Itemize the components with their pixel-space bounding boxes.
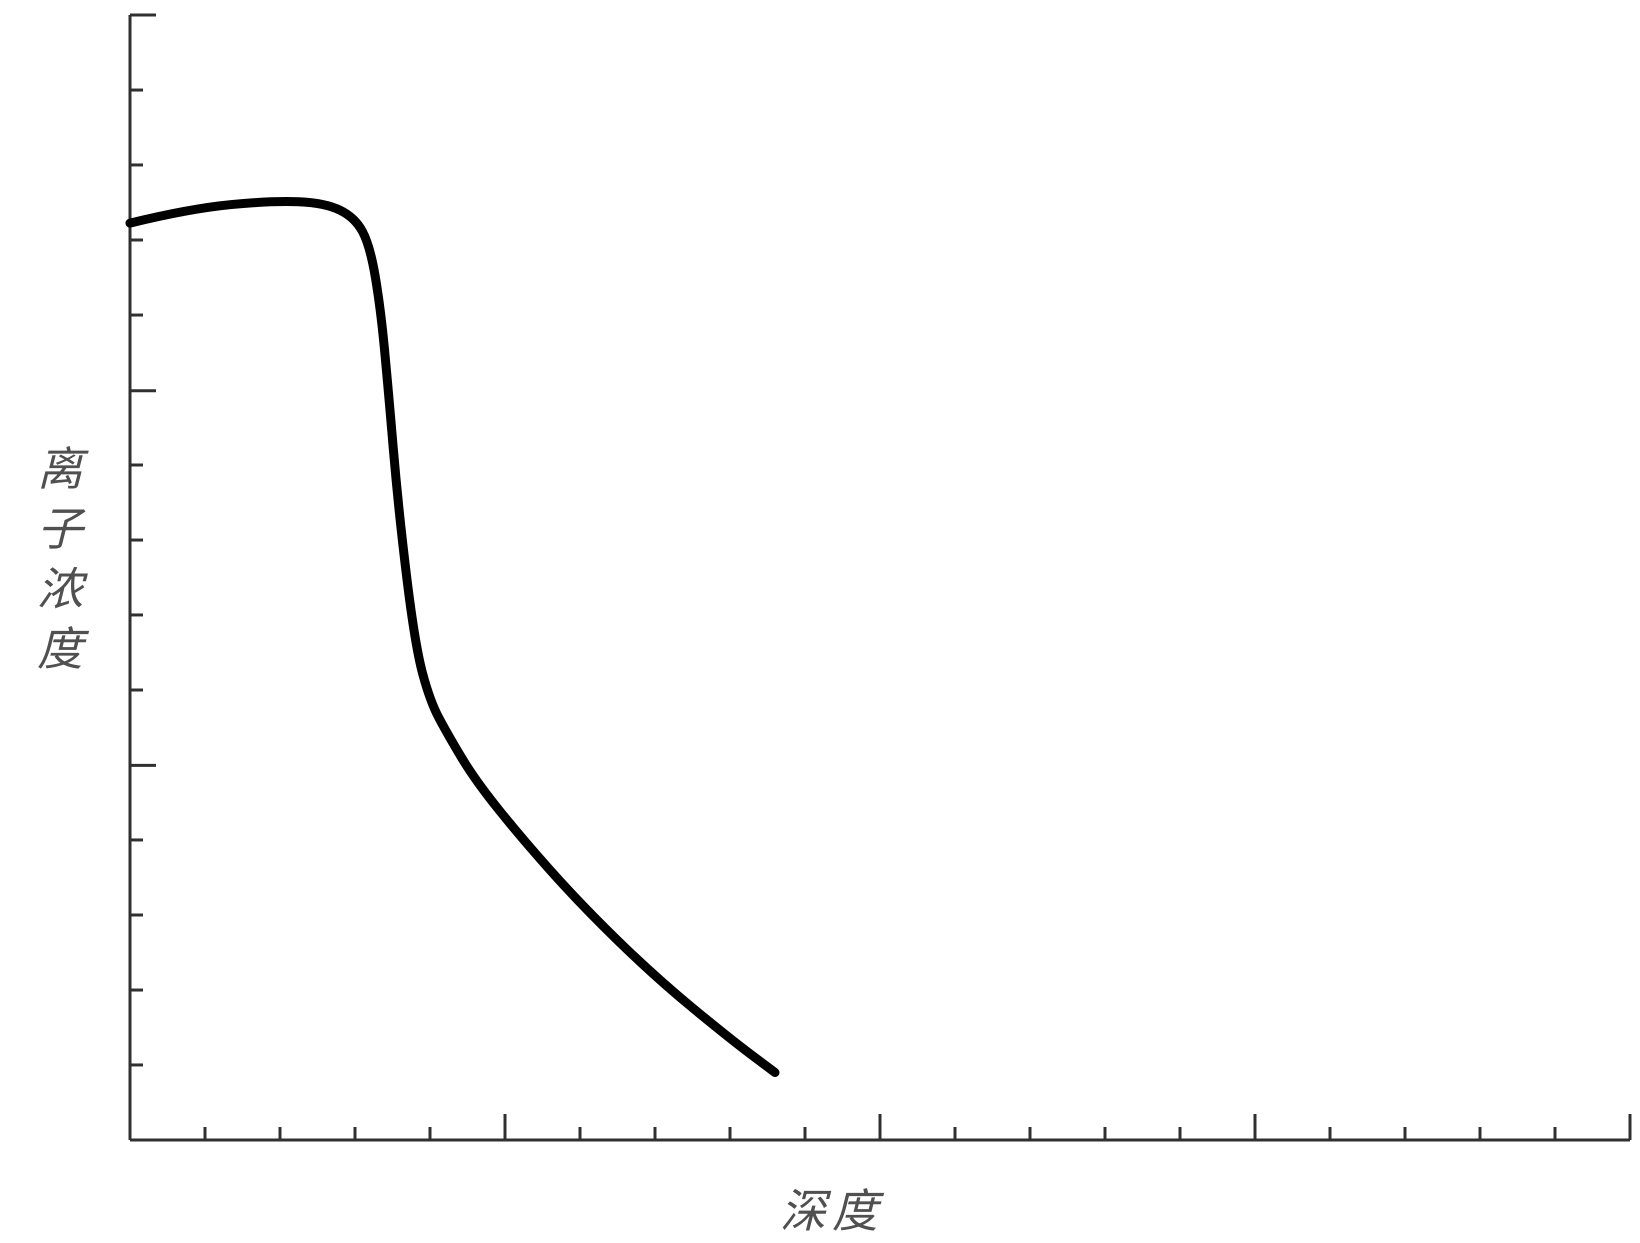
y-axis-label-char: 度: [37, 620, 83, 680]
chart-svg: [0, 0, 1640, 1243]
chart-container: 离子浓度 深度: [0, 0, 1640, 1243]
y-axis-label: 离子浓度: [20, 360, 100, 760]
y-axis-label-char: 离: [37, 440, 83, 500]
x-axis-label: 深度: [780, 1175, 884, 1241]
y-axis-label-char: 子: [37, 500, 83, 560]
y-axis-label-char: 浓: [37, 560, 83, 620]
x-axis-label-text: 深度: [780, 1186, 884, 1237]
